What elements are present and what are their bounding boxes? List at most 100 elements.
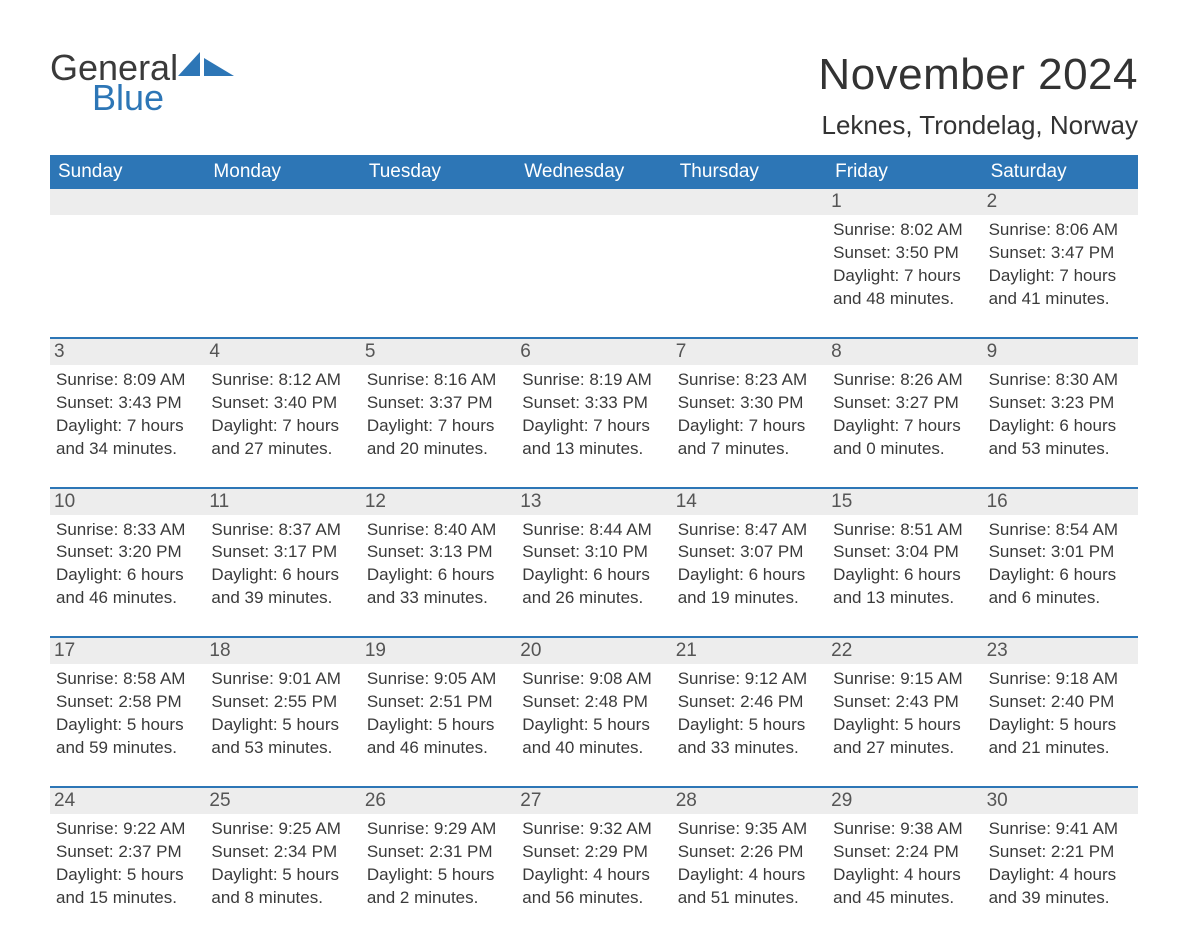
day-number: 12 [361, 489, 516, 515]
sunset-line: Sunset: 3:01 PM [989, 541, 1132, 564]
daylight-line-1: Daylight: 7 hours [989, 265, 1132, 288]
day-number: 7 [672, 339, 827, 365]
sunset-line: Sunset: 3:43 PM [56, 392, 199, 415]
daylight-line-2: and 53 minutes. [211, 737, 354, 760]
daylight-line-2: and 21 minutes. [989, 737, 1132, 760]
day-info: Sunrise: 8:44 AMSunset: 3:10 PMDaylight:… [522, 519, 665, 611]
sunset-line: Sunset: 3:30 PM [678, 392, 821, 415]
daylight-line-1: Daylight: 7 hours [211, 415, 354, 438]
day-number: 23 [983, 638, 1138, 664]
day-info: Sunrise: 9:29 AMSunset: 2:31 PMDaylight:… [367, 818, 510, 910]
sunrise-line: Sunrise: 9:22 AM [56, 818, 199, 841]
daylight-line-2: and 2 minutes. [367, 887, 510, 910]
daylight-line-2: and 39 minutes. [211, 587, 354, 610]
sunset-line: Sunset: 3:23 PM [989, 392, 1132, 415]
location-title: Leknes, Trondelag, Norway [818, 110, 1138, 141]
sunset-line: Sunset: 3:27 PM [833, 392, 976, 415]
sunrise-line: Sunrise: 8:33 AM [56, 519, 199, 542]
daylight-line-1: Daylight: 7 hours [367, 415, 510, 438]
sunrise-line: Sunrise: 9:05 AM [367, 668, 510, 691]
daylight-line-1: Daylight: 7 hours [56, 415, 199, 438]
day-cell [516, 189, 671, 337]
daylight-line-1: Daylight: 6 hours [678, 564, 821, 587]
day-cell [361, 189, 516, 337]
day-cell: 30 Sunrise: 9:41 AMSunset: 2:21 PMDayligh… [983, 788, 1138, 936]
sunset-line: Sunset: 2:29 PM [522, 841, 665, 864]
weekday-header: Wednesday [516, 155, 671, 189]
daylight-line-1: Daylight: 4 hours [678, 864, 821, 887]
sunset-line: Sunset: 2:37 PM [56, 841, 199, 864]
day-number [50, 189, 205, 215]
sunset-line: Sunset: 2:21 PM [989, 841, 1132, 864]
sunrise-line: Sunrise: 8:19 AM [522, 369, 665, 392]
daylight-line-2: and 7 minutes. [678, 438, 821, 461]
day-number: 1 [827, 189, 982, 215]
sunrise-line: Sunrise: 8:51 AM [833, 519, 976, 542]
week-row: 3Sunrise: 8:09 AMSunset: 3:43 PMDaylight… [50, 337, 1138, 487]
day-info: Sunrise: 9:15 AMSunset: 2:43 PMDaylight:… [833, 668, 976, 760]
sunset-line: Sunset: 3:40 PM [211, 392, 354, 415]
day-number: 3 [50, 339, 205, 365]
sunset-line: Sunset: 3:17 PM [211, 541, 354, 564]
day-info: Sunrise: 9:35 AMSunset: 2:26 PMDaylight:… [678, 818, 821, 910]
day-info: Sunrise: 9:12 AMSunset: 2:46 PMDaylight:… [678, 668, 821, 760]
sunset-line: Sunset: 2:51 PM [367, 691, 510, 714]
day-info: Sunrise: 9:08 AMSunset: 2:48 PMDaylight:… [522, 668, 665, 760]
sunset-line: Sunset: 3:10 PM [522, 541, 665, 564]
daylight-line-1: Daylight: 4 hours [522, 864, 665, 887]
day-info: Sunrise: 8:40 AMSunset: 3:13 PMDaylight:… [367, 519, 510, 611]
day-number: 17 [50, 638, 205, 664]
day-number [516, 189, 671, 215]
title-block: November 2024 Leknes, Trondelag, Norway [818, 50, 1138, 141]
day-number: 18 [205, 638, 360, 664]
day-info: Sunrise: 8:26 AMSunset: 3:27 PMDaylight:… [833, 369, 976, 461]
weekday-header-row: Sunday Monday Tuesday Wednesday Thursday… [50, 155, 1138, 189]
day-number: 2 [983, 189, 1138, 215]
daylight-line-2: and 15 minutes. [56, 887, 199, 910]
day-info: Sunrise: 8:51 AMSunset: 3:04 PMDaylight:… [833, 519, 976, 611]
day-cell: 5Sunrise: 8:16 AMSunset: 3:37 PMDaylight… [361, 339, 516, 487]
daylight-line-2: and 46 minutes. [56, 587, 199, 610]
day-cell: 14Sunrise: 8:47 AMSunset: 3:07 PMDayligh… [672, 489, 827, 637]
weekday-header: Monday [205, 155, 360, 189]
week-row: 10Sunrise: 8:33 AMSunset: 3:20 PMDayligh… [50, 487, 1138, 637]
daylight-line-2: and 51 minutes. [678, 887, 821, 910]
daylight-line-2: and 41 minutes. [989, 288, 1132, 311]
day-info: Sunrise: 9:41 AMSunset: 2:21 PMDaylight:… [989, 818, 1132, 910]
daylight-line-1: Daylight: 7 hours [522, 415, 665, 438]
sunrise-line: Sunrise: 9:35 AM [678, 818, 821, 841]
daylight-line-1: Daylight: 6 hours [989, 415, 1132, 438]
sunrise-line: Sunrise: 9:32 AM [522, 818, 665, 841]
day-info: Sunrise: 8:12 AMSunset: 3:40 PMDaylight:… [211, 369, 354, 461]
daylight-line-1: Daylight: 5 hours [367, 714, 510, 737]
day-number: 4 [205, 339, 360, 365]
day-info: Sunrise: 8:33 AMSunset: 3:20 PMDaylight:… [56, 519, 199, 611]
sunrise-line: Sunrise: 8:12 AM [211, 369, 354, 392]
day-cell: 21Sunrise: 9:12 AMSunset: 2:46 PMDayligh… [672, 638, 827, 786]
daylight-line-1: Daylight: 6 hours [833, 564, 976, 587]
day-number: 14 [672, 489, 827, 515]
sunset-line: Sunset: 3:47 PM [989, 242, 1132, 265]
sunset-line: Sunset: 3:50 PM [833, 242, 976, 265]
daylight-line-2: and 26 minutes. [522, 587, 665, 610]
day-info: Sunrise: 8:02 AMSunset: 3:50 PMDaylight:… [833, 219, 976, 311]
sunrise-line: Sunrise: 8:09 AM [56, 369, 199, 392]
day-number: 9 [983, 339, 1138, 365]
day-cell [205, 189, 360, 337]
day-cell [672, 189, 827, 337]
daylight-line-1: Daylight: 4 hours [833, 864, 976, 887]
week-row: 24Sunrise: 9:22 AMSunset: 2:37 PMDayligh… [50, 786, 1138, 936]
daylight-line-2: and 27 minutes. [211, 438, 354, 461]
day-number: 30 [983, 788, 1138, 814]
daylight-line-1: Daylight: 6 hours [367, 564, 510, 587]
sunrise-line: Sunrise: 9:29 AM [367, 818, 510, 841]
day-info: Sunrise: 8:06 AMSunset: 3:47 PMDaylight:… [989, 219, 1132, 311]
daylight-line-1: Daylight: 6 hours [56, 564, 199, 587]
day-number: 22 [827, 638, 982, 664]
day-info: Sunrise: 9:25 AMSunset: 2:34 PMDaylight:… [211, 818, 354, 910]
daylight-line-1: Daylight: 5 hours [678, 714, 821, 737]
sunrise-line: Sunrise: 9:25 AM [211, 818, 354, 841]
day-number: 25 [205, 788, 360, 814]
daylight-line-1: Daylight: 5 hours [211, 714, 354, 737]
sunrise-line: Sunrise: 8:44 AM [522, 519, 665, 542]
